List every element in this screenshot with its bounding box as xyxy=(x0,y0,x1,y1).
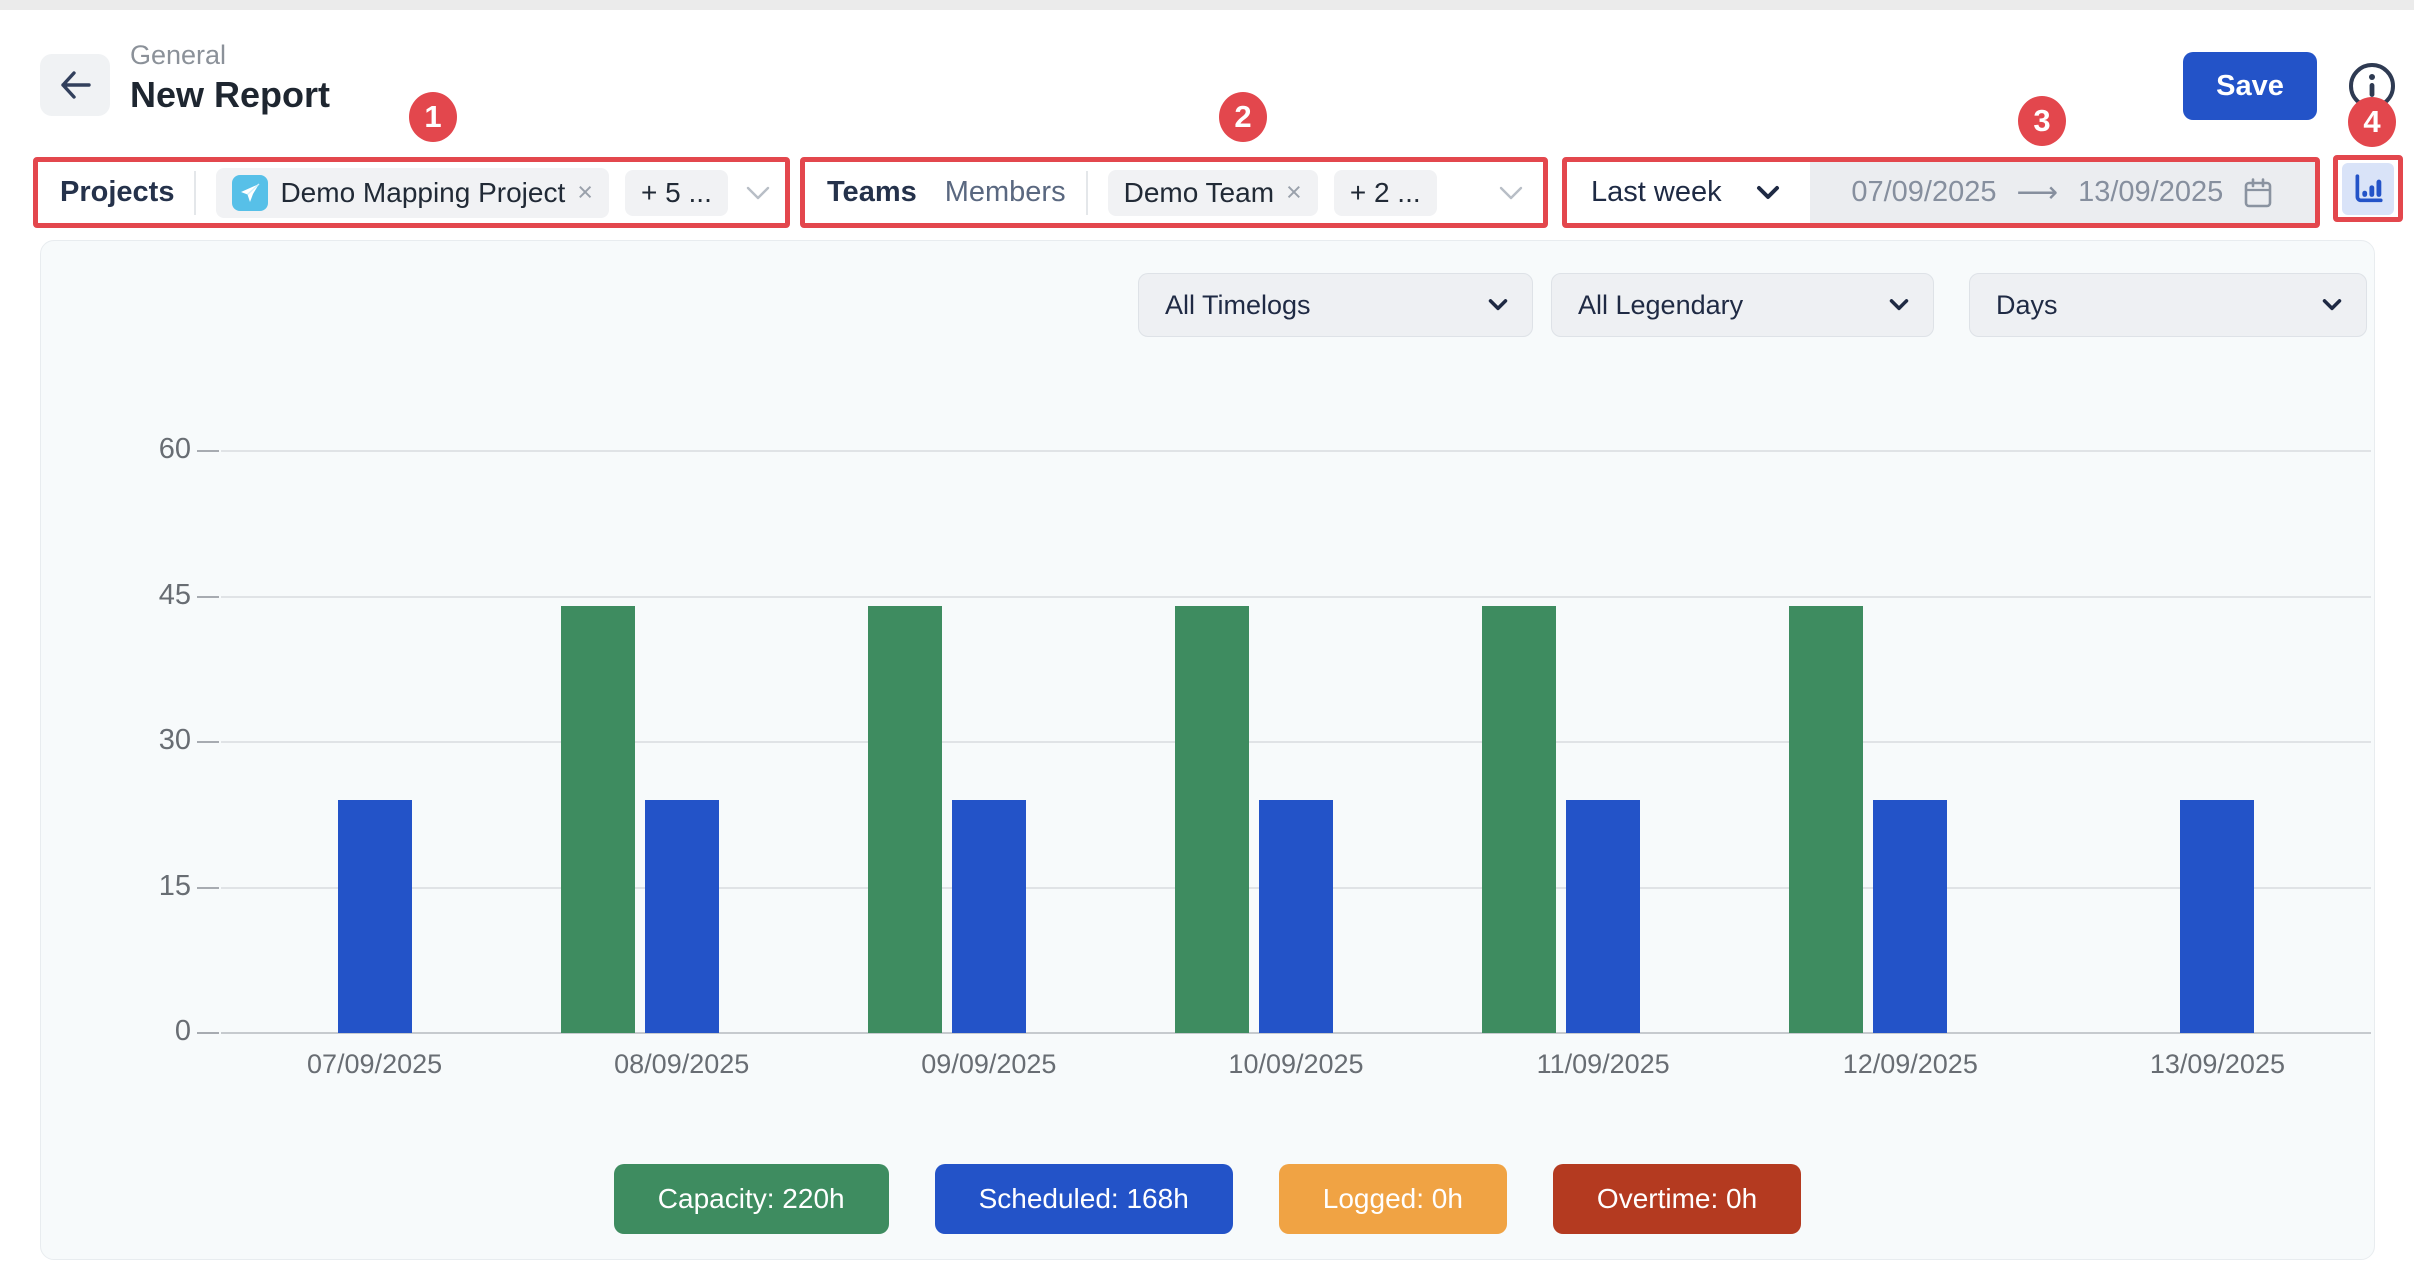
annotation-box-dates: Last week 07/09/2025 ⟶ 13/09/2025 xyxy=(1562,157,2320,228)
date-range-filter: Last week 07/09/2025 ⟶ 13/09/2025 xyxy=(1567,162,2315,223)
airplane-icon xyxy=(241,182,260,202)
projects-filter-label: Projects xyxy=(60,176,175,208)
granularity-dropdown-value: Days xyxy=(1996,289,2058,320)
teams-tab[interactable]: Teams xyxy=(827,176,917,208)
bar-capacity[interactable] xyxy=(1175,606,1249,1033)
arrow-right-icon: ⟶ xyxy=(2016,177,2059,209)
divider xyxy=(194,170,197,215)
timelogs-dropdown[interactable]: All Timelogs xyxy=(1138,273,1533,337)
project-avatar xyxy=(232,174,269,211)
team-chip-more-label: + 2 ... xyxy=(1349,176,1421,208)
legend-scheduled[interactable]: Scheduled: 168h xyxy=(934,1164,1233,1234)
bar-capacity[interactable] xyxy=(560,606,635,1033)
back-arrow-icon xyxy=(61,71,91,99)
y-axis-label: 30 xyxy=(158,724,191,756)
x-axis-label: 08/09/2025 xyxy=(614,1049,750,1079)
divider xyxy=(1085,170,1088,215)
y-axis-label: 15 xyxy=(158,869,191,902)
bar-scheduled[interactable] xyxy=(951,800,1026,1033)
team-chip-label: Demo Team xyxy=(1123,176,1275,208)
project-chip-more[interactable]: + 5 ... xyxy=(625,169,728,216)
bar-chart: 0 15 30 45 60 07/09/2025 08/09/2025 09/09/2025 1… xyxy=(41,241,2374,1259)
y-axis-tick xyxy=(197,886,219,889)
bar-capacity[interactable] xyxy=(1482,606,1557,1033)
team-chip-more[interactable]: + 2 ... xyxy=(1333,169,1437,216)
chart-type-button[interactable] xyxy=(2342,162,2394,215)
bar-scheduled[interactable] xyxy=(1259,800,1333,1033)
annotation-badge-4: 4 xyxy=(2348,97,2396,147)
chevron-down-icon xyxy=(1497,184,1525,202)
report-card: All Timelogs All Legendary Days 0 15 30 45 6… xyxy=(40,240,2375,1260)
save-button-label: Save xyxy=(2216,69,2284,102)
bar-capacity[interactable] xyxy=(867,606,942,1033)
members-tab[interactable]: Members xyxy=(944,176,1066,208)
page-title: New Report xyxy=(130,74,331,115)
date-end-value: 13/09/2025 xyxy=(2078,176,2224,208)
date-start-value: 07/09/2025 xyxy=(1851,176,1997,208)
date-preset-value: Last week xyxy=(1591,176,1722,208)
annotation-box-chart-type xyxy=(2333,155,2403,222)
y-axis-tick xyxy=(197,1032,219,1034)
teams-filter[interactable]: Teams Members Demo Team × + 2 ... xyxy=(805,162,1543,223)
chevron-down-icon xyxy=(1488,299,1508,311)
bar-scheduled[interactable] xyxy=(2180,800,2255,1033)
legend-dropdown-value: All Legendary xyxy=(1578,289,1744,320)
chevron-down-icon xyxy=(2322,299,2342,311)
project-chip-more-label: + 5 ... xyxy=(641,176,712,208)
back-button[interactable] xyxy=(40,54,110,116)
x-axis-label: 07/09/2025 xyxy=(307,1049,443,1079)
bar-scheduled[interactable] xyxy=(337,800,412,1033)
gridline-30 xyxy=(221,741,2371,743)
y-axis-label: 60 xyxy=(158,433,191,465)
y-axis-label: 0 xyxy=(174,1015,191,1047)
y-axis-label: 45 xyxy=(158,578,191,611)
project-chip-demo-mapping[interactable]: Demo Mapping Project × xyxy=(216,167,610,218)
chart-legend: Capacity: 220h Scheduled: 168h Logged: 0h O… xyxy=(41,1164,2374,1234)
legend-overtime[interactable]: Overtime: 0h xyxy=(1552,1164,1802,1234)
x-axis-label: 12/09/2025 xyxy=(1842,1049,1978,1079)
annotation-box-projects: Projects Demo Mapping Project × + 5 ... xyxy=(33,157,790,228)
breadcrumb: General xyxy=(130,40,227,70)
annotation-box-teams: Teams Members Demo Team × + 2 ... xyxy=(800,157,1548,228)
y-axis-tick xyxy=(197,741,219,743)
remove-project-icon[interactable]: × xyxy=(577,177,594,207)
x-axis-label: 11/09/2025 xyxy=(1536,1049,1670,1079)
x-axis-label: 09/09/2025 xyxy=(921,1049,1057,1079)
bar-capacity[interactable] xyxy=(1789,606,1864,1033)
bar-scheduled[interactable] xyxy=(644,800,719,1033)
annotation-badge-3: 3 xyxy=(2018,96,2066,146)
gridline-0 xyxy=(221,1032,2371,1034)
bar-scheduled[interactable] xyxy=(1566,800,1641,1033)
remove-team-icon[interactable]: × xyxy=(1286,177,1302,207)
date-range-input[interactable]: 07/09/2025 ⟶ 13/09/2025 xyxy=(1809,162,2315,223)
gridline-45 xyxy=(221,595,2371,598)
y-axis-tick xyxy=(197,595,219,598)
projects-filter[interactable]: Projects Demo Mapping Project × + 5 ... xyxy=(38,162,785,223)
x-axis-label: 13/09/2025 xyxy=(2149,1049,2285,1079)
annotation-badge-1: 1 xyxy=(409,92,457,142)
legend-capacity[interactable]: Capacity: 220h xyxy=(613,1164,889,1234)
chevron-down-icon xyxy=(1756,185,1779,199)
bar-scheduled[interactable] xyxy=(1873,800,1948,1033)
timelogs-dropdown-value: All Timelogs xyxy=(1165,289,1311,320)
x-axis-label: 10/09/2025 xyxy=(1228,1049,1364,1079)
y-axis-tick xyxy=(197,450,219,452)
chevron-down-icon xyxy=(1889,299,1909,311)
bar-chart-icon xyxy=(2355,173,2383,202)
annotation-badge-2: 2 xyxy=(1219,92,1267,142)
legend-dropdown[interactable]: All Legendary xyxy=(1551,273,1934,337)
save-button[interactable]: Save xyxy=(2183,52,2317,120)
date-preset-select[interactable]: Last week xyxy=(1567,176,1810,209)
legend-logged[interactable]: Logged: 0h xyxy=(1278,1164,1507,1234)
calendar-icon[interactable] xyxy=(2243,177,2273,209)
team-chip-demo-team[interactable]: Demo Team × xyxy=(1107,169,1318,216)
project-chip-label: Demo Mapping Project xyxy=(280,176,566,208)
chevron-down-icon xyxy=(744,184,772,202)
gridline-60 xyxy=(221,450,2371,452)
window-top-strip xyxy=(0,0,2414,10)
granularity-dropdown[interactable]: Days xyxy=(1969,273,2367,337)
